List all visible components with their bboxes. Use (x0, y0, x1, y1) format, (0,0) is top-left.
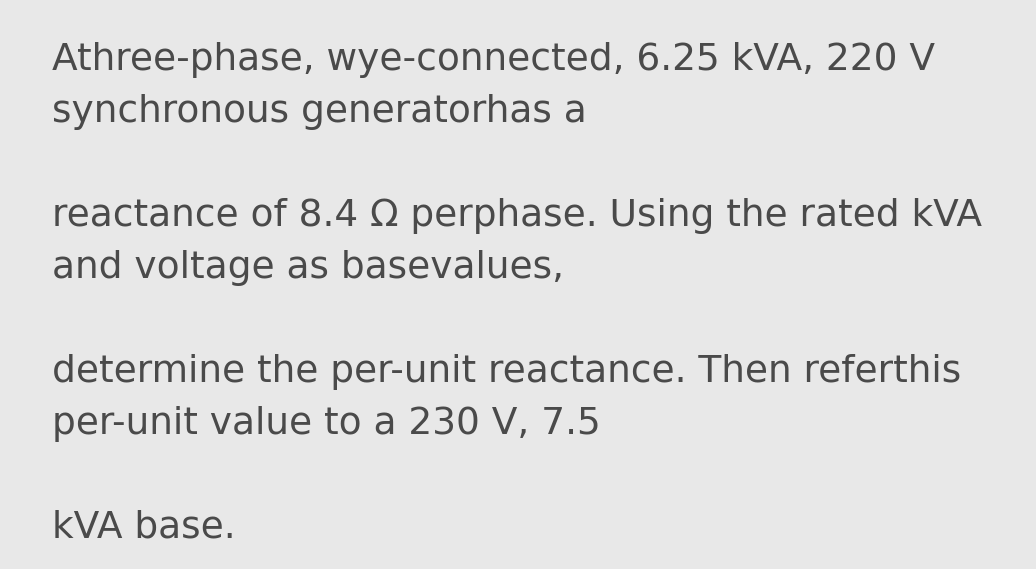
Text: kVA base.: kVA base. (52, 510, 235, 546)
Text: synchronous generatorhas a: synchronous generatorhas a (52, 94, 586, 130)
Text: determine the per-unit reactance. Then referthis: determine the per-unit reactance. Then r… (52, 354, 961, 390)
Text: and voltage as basevalues,: and voltage as basevalues, (52, 250, 564, 286)
Text: per-unit value to a 230 V, 7.5: per-unit value to a 230 V, 7.5 (52, 406, 601, 442)
Text: reactance of 8.4 Ω perphase. Using the rated kVA: reactance of 8.4 Ω perphase. Using the r… (52, 198, 982, 234)
Text: Athree-phase, wye-connected, 6.25 kVA, 220 V: Athree-phase, wye-connected, 6.25 kVA, 2… (52, 42, 936, 78)
